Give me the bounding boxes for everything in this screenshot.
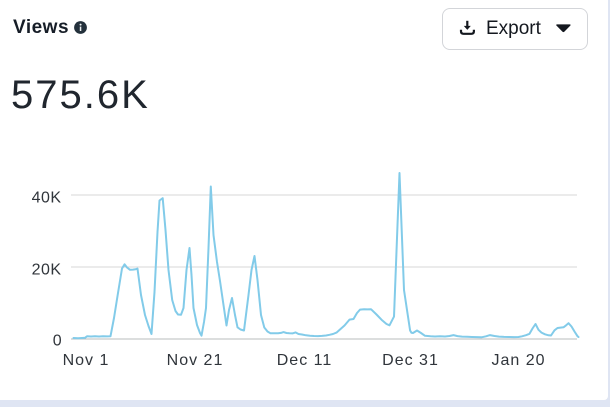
svg-text:Jan 20: Jan 20 bbox=[491, 352, 545, 369]
svg-text:40K: 40K bbox=[32, 190, 62, 207]
svg-text:Dec 31: Dec 31 bbox=[382, 352, 439, 369]
svg-text:Nov 1: Nov 1 bbox=[63, 352, 110, 369]
svg-text:Dec 11: Dec 11 bbox=[277, 352, 333, 369]
svg-text:20K: 20K bbox=[32, 262, 62, 279]
svg-text:Nov 21: Nov 21 bbox=[167, 352, 224, 369]
svg-text:0: 0 bbox=[53, 333, 62, 350]
